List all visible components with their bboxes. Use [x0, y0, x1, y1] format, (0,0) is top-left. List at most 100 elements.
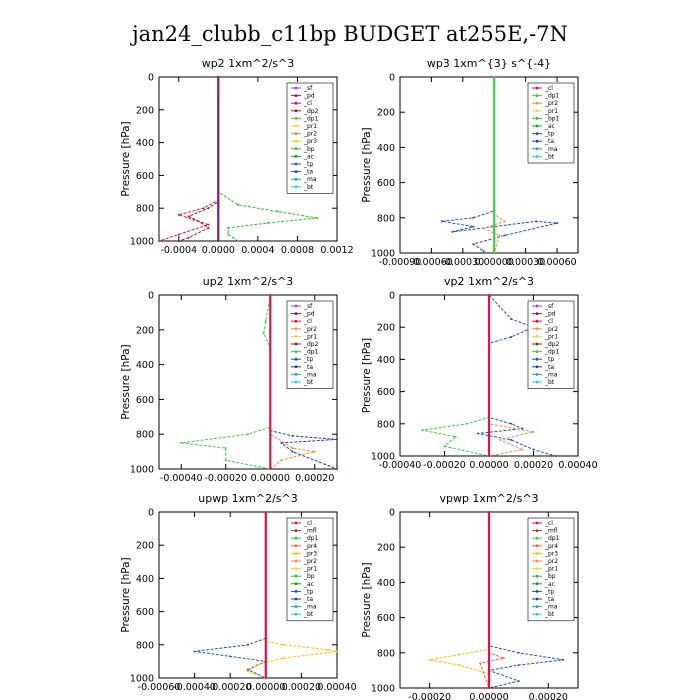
chart-panel-3: vp2 1xm^2/s^3 Pressure [hPa] 0 200 400 600 800… [361, 275, 598, 471]
legend-marker [535, 590, 539, 593]
legend-marker [535, 312, 539, 315]
data-point-tp [556, 222, 559, 225]
x-tick-label: 0.0008 [281, 245, 314, 256]
y-tick-label: 400 [136, 360, 154, 371]
data-point-pd [217, 240, 220, 242]
x-tick-label: -0.00020 [209, 682, 252, 693]
legend-label: _pr2 [544, 100, 558, 107]
y-tick-label: 200 [136, 325, 154, 336]
data-point-dp1 [465, 422, 468, 425]
legend-marker [294, 357, 298, 361]
legend-label: _pr1 [303, 333, 317, 340]
legend-label: _bt [544, 153, 555, 160]
chart-panel-5: vpwp 1xm^2/s^3 Pressure [hPa] 0 200 400 600 80… [361, 492, 579, 700]
legend-marker [535, 567, 539, 570]
data-point-pr4 [502, 657, 505, 660]
chart-panel-2: up2 1xm^2/s^3 Pressure [hPa] 0 200 400 600 800… [120, 275, 338, 484]
data-point-cl [264, 511, 267, 513]
data-point-dp1 [224, 447, 227, 450]
legend-marker [535, 373, 539, 376]
legend-label: _pr3 [544, 550, 558, 557]
legend-label: _ta [544, 138, 554, 145]
data-point-tp [482, 250, 485, 253]
legend-marker [294, 612, 298, 616]
y-tick-label: 200 [377, 543, 395, 554]
data-point-dp1 [493, 252, 496, 254]
legend-marker [294, 335, 298, 338]
series-line-pr4 [479, 512, 506, 689]
legend-marker [294, 147, 298, 151]
legend-marker [535, 582, 539, 586]
legend-box [286, 517, 334, 622]
data-point-pr3 [255, 663, 258, 666]
legend-marker [535, 350, 539, 353]
data-point-bp [276, 210, 279, 213]
panel-title: vp2 1xm^2/s^3 [444, 275, 534, 288]
data-point-pr2 [313, 450, 316, 453]
legend-marker [535, 147, 539, 151]
chart-panel-4: upwp 1xm^2/s^3 Pressure [hPa] 0 200 400 600 80… [120, 492, 357, 693]
legend-marker [294, 574, 298, 578]
data-point-pr3 [282, 643, 285, 646]
data-point-dp1 [247, 433, 249, 436]
plot-frame [158, 76, 338, 242]
y-tick-label: 0 [148, 508, 154, 519]
legend-label: _bt [544, 611, 555, 618]
legend-marker [535, 304, 539, 308]
data-point-pr2 [499, 438, 502, 441]
legend-marker [535, 124, 539, 128]
legend-label: _pr1 [544, 566, 558, 573]
panels: wp2 1xm^2/s^3 Pressure [hPa] 0 200 400 600 800… [120, 57, 598, 700]
data-point-cl [488, 455, 490, 457]
legend-label: _tp [544, 588, 554, 595]
legend-label: _dp1 [544, 349, 560, 356]
data-point-cl [202, 207, 205, 210]
legend-marker [535, 521, 539, 525]
y-tick-label: 800 [377, 648, 395, 659]
legend-label: _ta [303, 364, 313, 371]
x-tick-label: 0.0000 [202, 245, 235, 256]
y-tick-label: 1000 [371, 249, 395, 260]
panel-title: up2 1xm^2/s^3 [203, 275, 294, 288]
figure-title: jan24_clubb_c11bp BUDGET at255E,-7N [129, 22, 568, 46]
data-point-bp [266, 221, 269, 224]
legend-marker [294, 185, 298, 189]
y-tick-label: 600 [377, 613, 395, 624]
legend-label: _ta [303, 169, 313, 176]
x-tick-label: 0.00000 [251, 473, 290, 484]
x-tick-label: -0.00060 [138, 682, 181, 693]
legend-marker [535, 342, 539, 346]
data-point-bp [237, 203, 240, 206]
legend-marker [535, 365, 539, 369]
data-point-tp [510, 318, 513, 321]
y-tick-label: 400 [136, 138, 154, 149]
data-point-pr3 [458, 664, 461, 667]
data-point-dp1 [262, 332, 265, 335]
panel-title: wp3 1xm^{3} s^{-4} [427, 57, 551, 70]
data-point-dp2 [207, 226, 210, 229]
data-point-cl [269, 468, 272, 470]
data-point-tp [535, 220, 538, 223]
legend-marker [294, 559, 298, 563]
data-point-dp2 [207, 207, 210, 210]
plot-frame [158, 511, 338, 679]
legend-label: _bt [544, 379, 555, 386]
data-point-cl [207, 223, 210, 226]
legend-label: _pd [303, 93, 315, 100]
legend-label: _pd [303, 311, 315, 318]
legend-marker [294, 521, 298, 525]
legend-label: _ma [544, 146, 558, 153]
series-line-dp2 [178, 77, 219, 242]
legend-marker [535, 327, 539, 331]
legend-marker [294, 536, 298, 540]
legend-marker [535, 109, 539, 113]
legend-marker [294, 139, 298, 143]
data-point-cl [269, 294, 272, 296]
data-point-tp [532, 448, 535, 451]
legend-marker [294, 109, 298, 113]
legend-marker [535, 574, 539, 578]
legend-label: _cl [303, 318, 312, 325]
data-point-tp [193, 650, 196, 653]
legend-label: _bt [303, 379, 314, 386]
legend-marker [294, 177, 298, 181]
